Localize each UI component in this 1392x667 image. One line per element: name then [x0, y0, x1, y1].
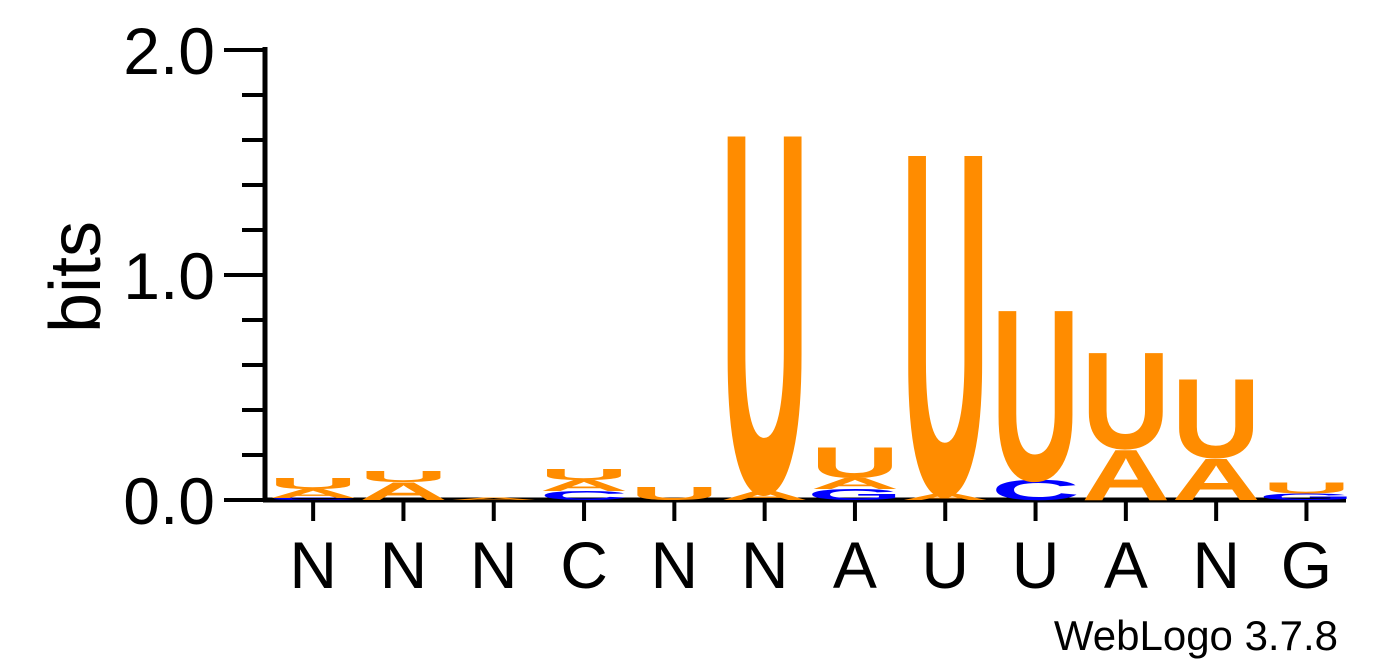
- logo-letter-U: U: [901, 49, 990, 598]
- logo-letter-C: C: [991, 474, 1080, 506]
- consensus-label: N: [651, 528, 699, 602]
- logo-letter-A: A: [540, 477, 629, 495]
- consensus-label: N: [1192, 528, 1240, 602]
- consensus-label: N: [289, 528, 337, 602]
- logo-letter-A: A: [1172, 447, 1261, 513]
- y-tick-label: 1.0: [123, 239, 215, 313]
- logo-letter-A: A: [1081, 435, 1170, 515]
- logo-letter-U: U: [269, 475, 358, 493]
- logo-letter-U: U: [991, 259, 1080, 533]
- consensus-label: A: [833, 528, 877, 602]
- x-tick-layer: [311, 500, 1309, 521]
- logo-letter-A: A: [901, 492, 990, 502]
- logo-letter-A: A: [269, 486, 358, 500]
- consensus-label: N: [741, 528, 789, 602]
- logo-letter-C: C: [540, 489, 629, 503]
- logo-letter-U: U: [630, 483, 719, 504]
- logo-letter-G: G: [1259, 492, 1355, 502]
- logo-letter-U: U: [1262, 479, 1351, 497]
- logo-letter-A: A: [811, 475, 900, 493]
- consensus-label: A: [1104, 528, 1148, 602]
- logo-letter-U: U: [1172, 356, 1261, 482]
- logo-letter-A: A: [449, 497, 538, 501]
- logo-letter-U: U: [359, 468, 448, 486]
- consensus-label: N: [470, 528, 518, 602]
- y-axis-label: bits: [36, 221, 116, 333]
- logo-letter-A: A: [359, 477, 448, 505]
- consensus-label: N: [380, 528, 428, 602]
- y-tick-label: 2.0: [123, 14, 215, 88]
- logo-letter-U: U: [811, 437, 900, 487]
- logo-letter-U: U: [540, 466, 629, 484]
- weblogo-credit: WebLogo 3.7.8: [1054, 612, 1338, 659]
- consensus-label: C: [560, 528, 608, 602]
- consensus-label: U: [921, 528, 969, 602]
- logo-letter-U: U: [720, 26, 809, 601]
- y-tick-label: 0.0: [123, 464, 215, 538]
- logo-letter-A: A: [720, 489, 809, 503]
- consensus-label: U: [1012, 528, 1060, 602]
- consensus-label: G: [1281, 528, 1332, 602]
- logo-letter-C: C: [269, 497, 358, 501]
- logo-letter-U: U: [1081, 324, 1170, 478]
- logo-letter-G: G: [807, 486, 903, 504]
- y-tick-layer: 0.0 1.0 2.0: [123, 14, 265, 538]
